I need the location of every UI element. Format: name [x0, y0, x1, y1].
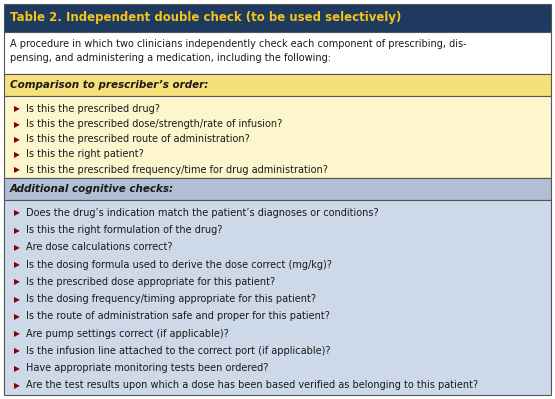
Text: Additional cognitive checks:: Additional cognitive checks:: [10, 184, 174, 194]
Text: ▶: ▶: [14, 120, 20, 128]
Text: Is this the prescribed drug?: Is this the prescribed drug?: [26, 104, 160, 114]
Bar: [4, 32, 551, 74]
Text: Table 2. Independent double check (to be used selectively): Table 2. Independent double check (to be…: [10, 12, 401, 24]
Bar: [4, 74, 551, 96]
Text: Comparison to prescriber’s order:: Comparison to prescriber’s order:: [10, 80, 208, 90]
Text: Are dose calculations correct?: Are dose calculations correct?: [26, 242, 173, 252]
Bar: [4, 178, 551, 200]
Text: Is the infusion line attached to the correct port (if applicable)?: Is the infusion line attached to the cor…: [26, 346, 330, 356]
Text: Is this the right formulation of the drug?: Is this the right formulation of the dru…: [26, 225, 223, 235]
Text: Does the drug’s indication match the patient’s diagnoses or conditions?: Does the drug’s indication match the pat…: [26, 208, 379, 218]
Text: ▶: ▶: [14, 312, 20, 321]
Text: Are pump settings correct (if applicable)?: Are pump settings correct (if applicable…: [26, 329, 229, 339]
Text: Is this the prescribed dose/strength/rate of infusion?: Is this the prescribed dose/strength/rat…: [26, 119, 282, 129]
Text: Is the prescribed dose appropriate for this patient?: Is the prescribed dose appropriate for t…: [26, 277, 275, 287]
Bar: [4, 200, 551, 395]
Text: Are the test results upon which a dose has been based verified as belonging to t: Are the test results upon which a dose h…: [26, 381, 478, 391]
Text: ▶: ▶: [14, 165, 20, 174]
Text: ▶: ▶: [14, 208, 20, 217]
Text: ▶: ▶: [14, 150, 20, 159]
Text: ▶: ▶: [14, 346, 20, 356]
Text: ▶: ▶: [14, 277, 20, 286]
Text: Is the dosing frequency/timing appropriate for this patient?: Is the dosing frequency/timing appropria…: [26, 294, 316, 304]
Text: ▶: ▶: [14, 260, 20, 269]
Text: ▶: ▶: [14, 364, 20, 373]
Text: ▶: ▶: [14, 243, 20, 252]
Text: Have appropriate monitoring tests been ordered?: Have appropriate monitoring tests been o…: [26, 363, 269, 373]
Text: ▶: ▶: [14, 381, 20, 390]
Text: Is this the prescribed frequency/time for drug administration?: Is this the prescribed frequency/time fo…: [26, 165, 328, 175]
Text: ▶: ▶: [14, 225, 20, 235]
Bar: [4, 4, 551, 32]
Text: ▶: ▶: [14, 329, 20, 338]
Text: Is the dosing formula used to derive the dose correct (mg/kg)?: Is the dosing formula used to derive the…: [26, 260, 332, 270]
Text: Is this the prescribed route of administration?: Is this the prescribed route of administ…: [26, 134, 250, 144]
Text: Is the route of administration safe and proper for this patient?: Is the route of administration safe and …: [26, 311, 330, 322]
Text: A procedure in which two clinicians independently check each component of prescr: A procedure in which two clinicians inde…: [10, 39, 467, 63]
Text: ▶: ▶: [14, 105, 20, 113]
Bar: [4, 96, 551, 178]
Text: Is this the right patient?: Is this the right patient?: [26, 150, 144, 160]
Text: ▶: ▶: [14, 294, 20, 304]
Text: ▶: ▶: [14, 135, 20, 144]
